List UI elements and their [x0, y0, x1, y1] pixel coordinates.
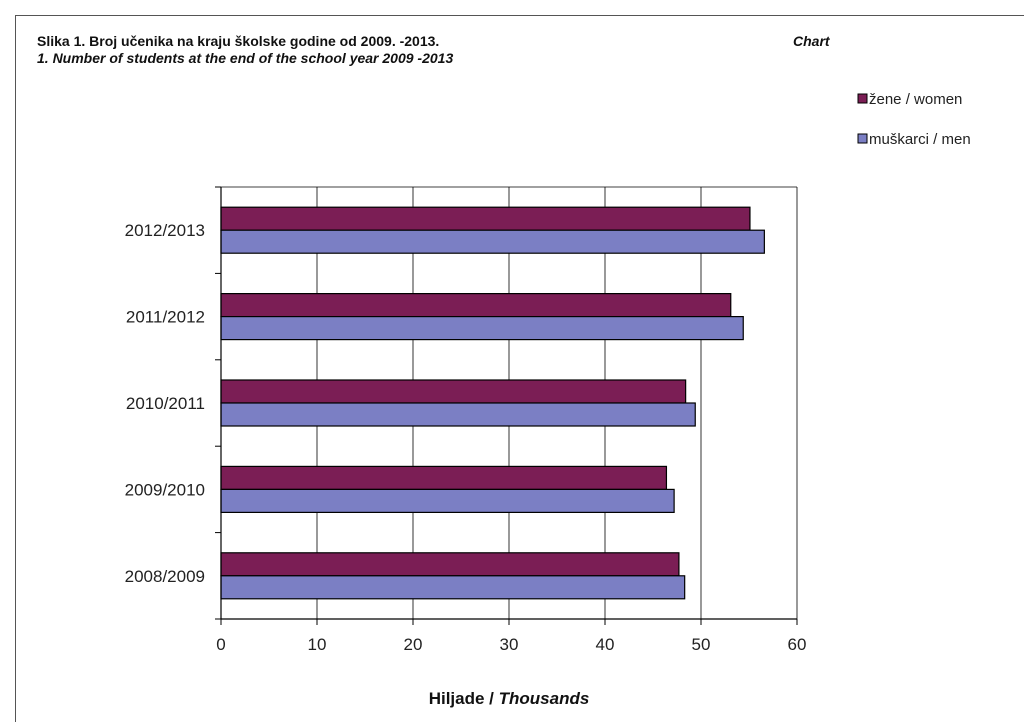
legend-swatch [857, 93, 868, 104]
x-tick-label: 30 [500, 635, 519, 654]
bar [220, 379, 687, 404]
legend-swatch [857, 133, 868, 144]
chart-word-label: Chart [793, 33, 830, 49]
x-tick-label: 60 [788, 635, 807, 654]
bar [220, 552, 680, 577]
legend-label: muškarci / men [869, 131, 971, 148]
category-label: 2009/2010 [125, 480, 205, 499]
category-label: 2012/2013 [125, 221, 205, 240]
category-label: 2010/2011 [126, 394, 205, 413]
bar [220, 206, 751, 231]
category-label: 2008/2009 [125, 567, 205, 586]
bar [220, 575, 686, 600]
chart-frame [15, 15, 1024, 722]
x-axis-title: Hiljade / Thousands [429, 689, 590, 708]
x-tick-label: 0 [216, 635, 225, 654]
bar [220, 229, 765, 254]
x-tick-label: 40 [596, 635, 615, 654]
bar [220, 402, 696, 427]
bar [220, 465, 668, 490]
chart-title-local: Slika 1. Broj učenika na kraju školske g… [37, 33, 440, 49]
bar [220, 316, 744, 341]
x-tick-label: 20 [404, 635, 423, 654]
x-tick-label: 50 [692, 635, 711, 654]
chart-title-english: 1. Number of students at the end of the … [37, 50, 454, 66]
legend-label: žene / women [869, 91, 962, 108]
bar [220, 488, 675, 513]
x-tick-label: 10 [308, 635, 327, 654]
bar [220, 293, 732, 318]
category-label: 2011/2012 [126, 308, 205, 327]
